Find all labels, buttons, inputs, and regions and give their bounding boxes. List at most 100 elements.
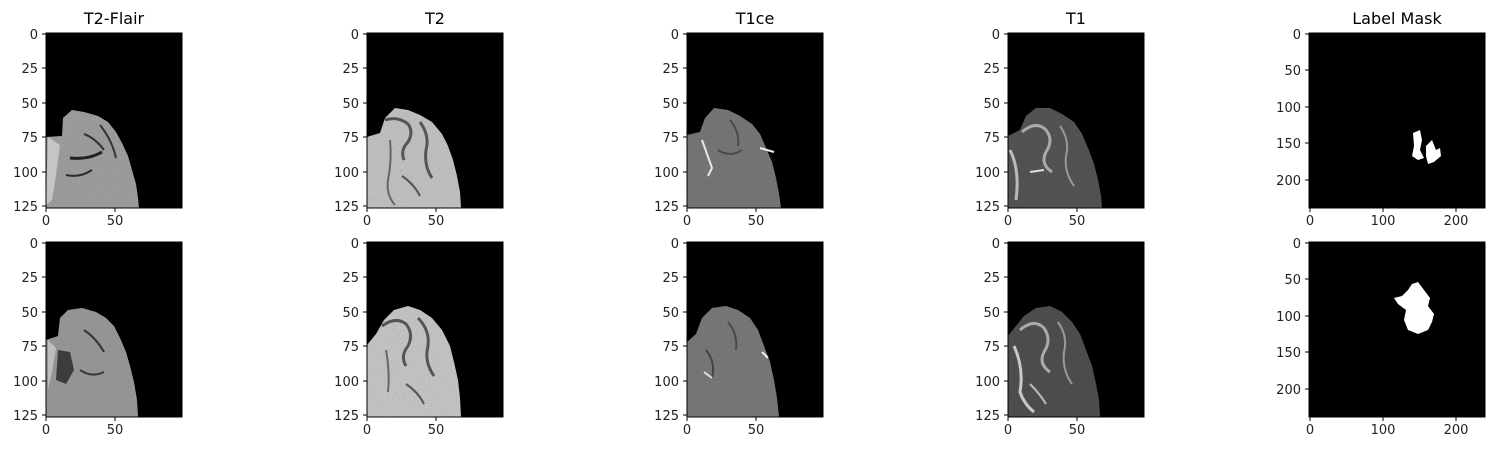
x-tick-label: 0	[683, 214, 691, 229]
x-tick-label: 50	[107, 423, 124, 438]
y-tick-label: 25	[21, 271, 38, 286]
y-tick-label: 75	[662, 340, 679, 355]
x-tick-label: 0	[1306, 214, 1314, 229]
panel-mask-row2: 0 100 200 0 50 100 150 200	[1276, 237, 1486, 438]
column-title-t1: T1	[1065, 9, 1086, 28]
y-tick-label: 0	[992, 28, 1000, 43]
x-tick-label: 0	[1306, 423, 1314, 438]
y-axis-t1ce-row2: 0 25 50 75 100 125	[654, 237, 687, 424]
y-tick-label: 75	[342, 340, 359, 355]
x-tick-label: 100	[1371, 214, 1396, 229]
y-tick-label: 100	[975, 375, 1000, 390]
y-tick-label: 0	[30, 28, 38, 43]
lesion-mask-region	[1412, 130, 1424, 160]
y-tick-label: 50	[983, 97, 1000, 112]
x-axis-t2-row1: 0 50	[363, 208, 444, 229]
y-axis-mask-row1: 0 50 100 150 200	[1276, 28, 1309, 189]
x-tick-label: 50	[748, 423, 765, 438]
x-tick-label: 0	[42, 423, 50, 438]
x-tick-label: 0	[42, 214, 50, 229]
y-tick-label: 75	[983, 131, 1000, 146]
x-tick-label: 50	[107, 214, 124, 229]
y-tick-label: 50	[662, 97, 679, 112]
x-tick-label: 50	[1069, 214, 1086, 229]
panel-t2-row2: 0 50 0 25 50 75 100 125	[334, 237, 504, 438]
panel-t2-row1: 0 50 0 25 50 75 100 125	[334, 28, 504, 229]
y-tick-label: 75	[983, 340, 1000, 355]
x-axis-flair-row1: 0 50	[42, 208, 123, 229]
x-tick-label: 0	[683, 423, 691, 438]
x-axis-mask-row1: 0 100 200	[1306, 208, 1469, 229]
y-tick-label: 0	[671, 237, 679, 252]
y-tick-label: 125	[975, 409, 1000, 424]
y-tick-label: 75	[342, 131, 359, 146]
y-tick-label: 100	[1276, 101, 1301, 116]
y-tick-label: 100	[334, 375, 359, 390]
y-tick-label: 75	[662, 131, 679, 146]
y-tick-label: 25	[662, 271, 679, 286]
y-tick-label: 125	[654, 200, 679, 215]
y-tick-label: 50	[1284, 64, 1301, 79]
y-tick-label: 200	[1276, 383, 1301, 398]
y-tick-label: 0	[30, 237, 38, 252]
y-axis-flair-row1: 0 25 50 75 100 125	[13, 28, 46, 215]
x-tick-label: 50	[428, 214, 445, 229]
y-tick-label: 75	[21, 131, 38, 146]
y-tick-label: 100	[654, 166, 679, 181]
y-axis-mask-row2: 0 50 100 150 200	[1276, 237, 1309, 398]
y-axis-t2-row1: 0 25 50 75 100 125	[334, 28, 367, 215]
y-axis-t1-row1: 0 25 50 75 100 125	[975, 28, 1008, 215]
y-tick-label: 100	[13, 375, 38, 390]
y-tick-label: 100	[334, 166, 359, 181]
x-axis-t2-row2: 0 50	[363, 417, 444, 438]
x-tick-label: 0	[1004, 214, 1012, 229]
y-tick-label: 0	[351, 237, 359, 252]
y-tick-label: 50	[21, 306, 38, 321]
y-axis-t1-row2: 0 25 50 75 100 125	[975, 237, 1008, 424]
y-axis-t2-row2: 0 25 50 75 100 125	[334, 237, 367, 424]
y-tick-label: 125	[975, 200, 1000, 215]
panel-flair-row2: 0 50 0 25 50 75 100 125	[13, 237, 183, 438]
y-tick-label: 100	[975, 166, 1000, 181]
panel-mask-row1: 0 100 200 0 50 100 150 200	[1276, 28, 1486, 229]
x-axis-t1-row1: 0 50	[1004, 208, 1085, 229]
x-tick-label: 100	[1371, 423, 1396, 438]
x-axis-t1ce-row2: 0 50	[683, 417, 764, 438]
x-tick-label: 200	[1444, 214, 1469, 229]
x-tick-label: 50	[748, 214, 765, 229]
y-tick-label: 100	[1276, 310, 1301, 325]
y-tick-label: 50	[342, 306, 359, 321]
panel-t1ce-row2: 0 50 0 25 50 75 100 125	[654, 237, 824, 438]
y-tick-label: 150	[1276, 137, 1301, 152]
x-tick-label: 50	[428, 423, 445, 438]
y-tick-label: 50	[1284, 273, 1301, 288]
x-tick-label: 0	[363, 423, 371, 438]
panel-t1ce-row1: 0 50 0 25 50 75 100 125	[654, 28, 824, 229]
x-axis-mask-row2: 0 100 200	[1306, 417, 1469, 438]
y-tick-label: 25	[342, 271, 359, 286]
y-tick-label: 125	[13, 409, 38, 424]
y-axis-flair-row2: 0 25 50 75 100 125	[13, 237, 46, 424]
panel-t1-row1: 0 50 0 25 50 75 100 125	[975, 28, 1145, 229]
x-tick-label: 0	[363, 214, 371, 229]
y-tick-label: 100	[654, 375, 679, 390]
y-tick-label: 50	[21, 97, 38, 112]
y-tick-label: 25	[21, 62, 38, 77]
y-tick-label: 50	[983, 306, 1000, 321]
y-tick-label: 25	[662, 62, 679, 77]
y-tick-label: 0	[1293, 237, 1301, 252]
y-tick-label: 0	[671, 28, 679, 43]
y-tick-label: 50	[662, 306, 679, 321]
y-axis-t1ce-row1: 0 25 50 75 100 125	[654, 28, 687, 215]
x-tick-label: 200	[1444, 423, 1469, 438]
y-tick-label: 25	[342, 62, 359, 77]
y-tick-label: 25	[983, 62, 1000, 77]
panel-t1-row2: 0 50 0 25 50 75 100 125	[975, 237, 1145, 438]
y-tick-label: 125	[334, 200, 359, 215]
y-tick-label: 150	[1276, 346, 1301, 361]
column-title-mask: Label Mask	[1352, 9, 1442, 28]
column-title-flair: T2-Flair	[83, 9, 145, 28]
x-axis-t1ce-row1: 0 50	[683, 208, 764, 229]
y-tick-label: 0	[1293, 28, 1301, 43]
